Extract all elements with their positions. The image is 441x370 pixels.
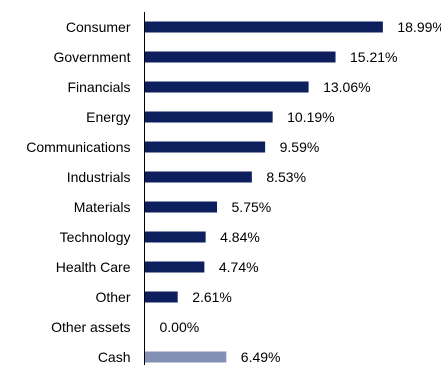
value-label-health-care: 4.74%	[219, 259, 259, 275]
bar-technology	[145, 231, 206, 243]
labels-layer: Consumer 18.99% Government 15.21% Financials…	[26, 19, 441, 365]
bar-energy	[145, 111, 273, 123]
category-label-cash: Cash	[98, 349, 131, 365]
value-label-other: 2.61%	[192, 289, 232, 305]
bar-cash	[145, 351, 227, 363]
value-label-cash: 6.49%	[241, 349, 281, 365]
category-label-technology: Technology	[60, 229, 131, 245]
value-label-financials: 13.06%	[323, 79, 370, 95]
category-label-other-assets: Other assets	[51, 319, 130, 335]
value-label-industrials: 8.53%	[266, 169, 306, 185]
category-label-government: Government	[53, 49, 130, 65]
category-label-financials: Financials	[67, 79, 130, 95]
value-label-energy: 10.19%	[287, 109, 334, 125]
bar-other	[145, 291, 178, 303]
category-label-consumer: Consumer	[66, 19, 131, 35]
bar-government	[145, 51, 336, 63]
bar-consumer	[145, 21, 383, 33]
bar-materials	[145, 201, 218, 213]
value-label-communications: 9.59%	[280, 139, 320, 155]
category-label-energy: Energy	[86, 109, 130, 125]
value-label-government: 15.21%	[350, 49, 397, 65]
bar-industrials	[145, 171, 252, 183]
category-label-health-care: Health Care	[56, 259, 131, 275]
category-label-industrials: Industrials	[67, 169, 131, 185]
category-label-other: Other	[95, 289, 130, 305]
bars-layer	[145, 21, 383, 363]
bar-health-care	[145, 261, 205, 273]
bar-financials	[145, 81, 309, 93]
category-label-communications: Communications	[26, 139, 130, 155]
value-label-consumer: 18.99%	[397, 19, 441, 35]
category-label-materials: Materials	[74, 199, 131, 215]
value-label-other-assets: 0.00%	[160, 319, 200, 335]
value-label-materials: 5.75%	[232, 199, 272, 215]
value-label-technology: 4.84%	[220, 229, 260, 245]
bar-communications	[145, 141, 266, 153]
